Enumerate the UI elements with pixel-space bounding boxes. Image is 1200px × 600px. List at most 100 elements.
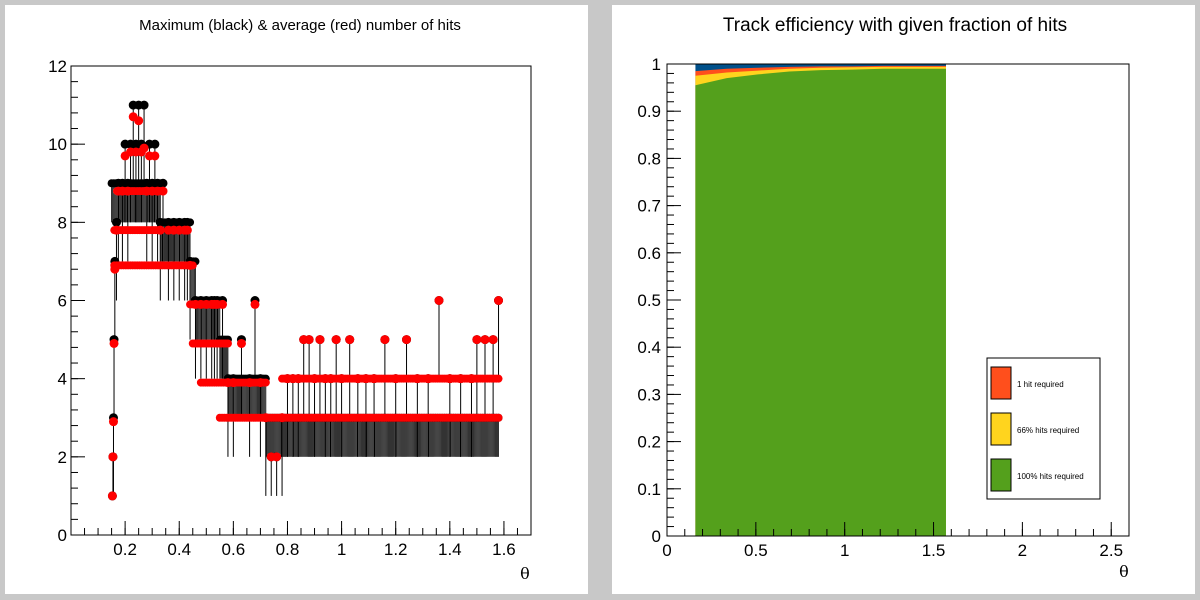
avg-point [412, 374, 422, 384]
avg-point [236, 338, 246, 348]
legend-swatch [990, 458, 1012, 492]
track-efficiency-chart: Track efficiency with given fraction of … [637, 15, 1130, 581]
legend-label: 66% hits required [1017, 426, 1079, 435]
x-tick-label: 0.6 [222, 540, 246, 559]
y-tick-label: 0.7 [637, 197, 661, 216]
avg-point [261, 413, 271, 423]
avg-point [304, 335, 314, 345]
avg-point [445, 374, 455, 384]
y-tick-label: 0.6 [637, 244, 661, 263]
avg-point [361, 374, 371, 384]
avg-point [139, 143, 149, 153]
avg-point [480, 335, 490, 345]
avg-level-point [494, 374, 503, 383]
x-axis-label: θ [520, 564, 530, 583]
avg-point [380, 335, 390, 345]
x-tick-label: 0 [662, 541, 671, 560]
avg-point [150, 151, 160, 161]
avg-point [134, 116, 144, 126]
x-tick-label: 0.8 [276, 540, 300, 559]
y-tick-label: 0.4 [637, 338, 661, 357]
legend-swatch [990, 412, 1012, 446]
x-tick-label: 1.2 [384, 540, 408, 559]
y-tick-label: 0 [652, 527, 661, 546]
avg-point [345, 335, 355, 345]
avg-point [155, 225, 165, 235]
avg-point [391, 374, 401, 384]
y-tick-label: 6 [58, 292, 67, 311]
max-point [158, 178, 168, 188]
avg-point [277, 413, 287, 423]
x-tick-label: 1.6 [492, 540, 516, 559]
max-avg-hits-chart: Maximum (black) & average (red) number o… [48, 17, 532, 583]
avg-point [228, 378, 238, 388]
y-tick-label: 0.2 [637, 433, 661, 452]
y-tick-label: 8 [58, 213, 67, 232]
avg-level-point [223, 339, 232, 348]
right-chart-pad: Track efficiency with given fraction of … [612, 5, 1195, 594]
y-tick-label: 0.1 [637, 480, 661, 499]
avg-level-point [494, 413, 503, 422]
y-tick-label: 0.8 [637, 149, 661, 168]
max-point [150, 139, 160, 149]
avg-point [158, 186, 168, 196]
legend-label: 1 hit required [1017, 380, 1064, 389]
y-tick-label: 4 [58, 370, 67, 389]
x-tick-label: 0.2 [113, 540, 137, 559]
y-tick-label: 0.5 [637, 291, 661, 310]
avg-point [109, 338, 119, 348]
max-point [182, 217, 192, 227]
x-tick-label: 2 [1018, 541, 1027, 560]
x-tick-label: 0.5 [744, 541, 768, 560]
avg-point [245, 378, 255, 388]
avg-point [456, 374, 466, 384]
chart-title: Track efficiency with given fraction of … [723, 15, 1067, 36]
avg-point [423, 374, 433, 384]
avg-point [185, 260, 195, 270]
avg-point [218, 299, 228, 309]
avg-point [331, 335, 341, 345]
max-point [111, 217, 121, 227]
avg-point [472, 335, 482, 345]
avg-point [326, 374, 336, 384]
x-tick-label: 0.4 [167, 540, 191, 559]
x-tick-label: 1 [337, 540, 346, 559]
y-tick-label: 0.3 [637, 385, 661, 404]
avg-point [315, 335, 325, 345]
x-tick-label: 1 [840, 541, 849, 560]
avg-point [353, 374, 363, 384]
x-tick-label: 1.5 [922, 541, 946, 560]
plot-frame [70, 65, 532, 536]
legend-swatch [990, 366, 1012, 400]
avg-point [272, 452, 282, 462]
max-point [139, 100, 149, 110]
avg-point [108, 417, 118, 427]
avg-point [369, 374, 379, 384]
avg-point [293, 374, 303, 384]
avg-point [107, 491, 117, 501]
avg-point [402, 335, 412, 345]
max-point [155, 217, 165, 227]
y-tick-label: 12 [48, 57, 67, 76]
avg-point [110, 264, 120, 274]
avg-point [488, 335, 498, 345]
avg-point [494, 296, 504, 305]
x-tick-label: 1.4 [438, 540, 462, 559]
avg-point [337, 374, 347, 384]
max-point [123, 178, 133, 188]
x-axis-label: θ [1119, 562, 1129, 581]
avg-point [182, 225, 192, 235]
y-tick-label: 0 [58, 526, 67, 545]
left-chart-pad: Maximum (black) & average (red) number o… [5, 5, 588, 594]
y-tick-label: 1 [652, 55, 661, 74]
y-tick-label: 0.9 [637, 102, 661, 121]
legend-label: 100% hits required [1017, 472, 1084, 481]
avg-point [108, 452, 118, 462]
y-tick-label: 2 [58, 448, 67, 467]
legend: 1 hit required 66% hits required 100% hits… [986, 357, 1101, 500]
efficiency-area-100-hits-required [695, 68, 946, 536]
avg-point [310, 374, 320, 384]
y-tick-label: 10 [48, 135, 67, 154]
x-tick-label: 2.5 [1099, 541, 1123, 560]
avg-point [111, 225, 121, 235]
